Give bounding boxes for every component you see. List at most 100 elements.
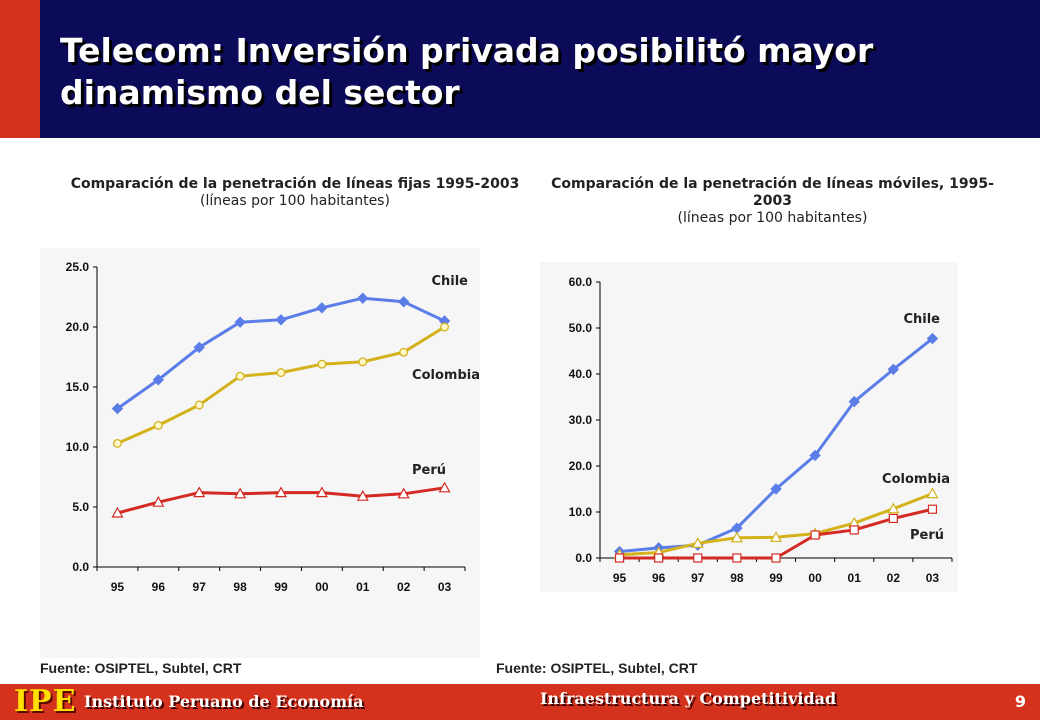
chart-fijas-series-peru-point (438, 481, 451, 493)
chart-moviles-series-chile-label: Chile (903, 312, 940, 327)
chart-moviles-series-peru-point (888, 513, 898, 524)
chart-fijas-series-peru-point (193, 486, 206, 498)
chart-moviles-x-tick-label: 99 (769, 571, 783, 585)
chart-moviles-x-tick-label: 96 (652, 571, 666, 585)
chart-fijas-heading: Comparación de la penetración de líneas … (70, 176, 520, 210)
footer-section: Infraestructura y Competitividad (540, 689, 837, 708)
chart-moviles-background (540, 262, 958, 592)
chart-moviles-series-chile-point (887, 363, 900, 376)
slide-title: Telecom: Inversión privada posibilitó ma… (60, 31, 874, 112)
chart-moviles-x-tick-label: 95 (613, 571, 627, 585)
chart-moviles-y-tick-label: 10.0 (569, 505, 593, 519)
chart-fijas-series-colombia-point (317, 359, 327, 369)
chart-moviles-x-tick-label: 98 (730, 571, 744, 585)
chart-fijas-series-colombia-point (194, 400, 204, 410)
chart-moviles-series-chile-point (770, 483, 782, 495)
chart-fijas-series-peru-point (274, 486, 288, 498)
chart-fijas-x-tick-label: 97 (193, 580, 207, 594)
chart-moviles-series-peru-point (927, 504, 938, 514)
chart-fijas-series-chile-point (357, 292, 369, 304)
chart-fijas-x-tick-label: 99 (274, 580, 288, 594)
chart-moviles-series-colombia-point (887, 502, 900, 514)
chart-fijas-x-tick-label: 02 (397, 580, 411, 594)
chart-moviles-y-tick-label: 50.0 (569, 321, 593, 335)
chart-moviles-x-tick-label: 01 (848, 571, 862, 585)
chart-moviles-y-tick-label: 30.0 (569, 413, 593, 427)
header-accent-bar (0, 0, 40, 138)
chart-moviles-x-tick-label: 03 (926, 571, 940, 585)
footer-organization: Instituto Peruano de Economía (84, 692, 364, 711)
chart-fijas-source: Fuente: OSIPTEL, Subtel, CRT (40, 660, 242, 676)
chart-fijas-series-colombia-point (440, 322, 450, 332)
chart-moviles-series-peru-point (771, 553, 781, 563)
chart-fijas-x-tick-label: 01 (356, 580, 370, 594)
chart-fijas-series-chile-label: Chile (431, 274, 468, 289)
chart-moviles-source: Fuente: OSIPTEL, Subtel, CRT (496, 660, 698, 676)
chart-fijas-series-colombia-point (276, 368, 286, 378)
chart-moviles-x-tick-label: 97 (691, 571, 705, 585)
chart-moviles-series-colombia-point (691, 537, 704, 548)
chart-fijas-series-chile-point (275, 314, 287, 326)
chart-moviles-series-chile-point (926, 332, 939, 345)
chart-moviles-series-chile-point (809, 449, 821, 462)
ipe-logo: IPE (14, 684, 77, 719)
chart-moviles-series-peru-point (693, 553, 703, 563)
chart-fijas-x-tick-label: 95 (111, 580, 125, 594)
chart-fijas-background (40, 248, 480, 658)
chart-fijas-series-colombia-label: Colombia (412, 368, 480, 383)
chart-fijas-series-colombia-point (235, 371, 245, 381)
chart-moviles-y-tick-label: 0.0 (575, 551, 592, 565)
chart-fijas-y-tick-label: 0.0 (72, 560, 89, 574)
chart-fijas-y-tick-label: 10.0 (66, 440, 90, 454)
chart-fijas-x-tick-label: 03 (438, 580, 452, 594)
chart-fijas-series-colombia-point (358, 357, 368, 367)
chart-fijas-x-tick-label: 00 (315, 580, 329, 594)
chart-moviles-series-peru-point (810, 530, 820, 540)
chart-fijas-series-chile-point (111, 402, 124, 415)
chart-fijas-title: Comparación de la penetración de líneas … (70, 176, 520, 192)
chart-fijas-y-tick-label: 20.0 (66, 320, 90, 334)
slide-header (0, 0, 1040, 138)
chart-fijas-series-colombia-point (399, 347, 409, 357)
chart-fijas-series-peru-point (397, 487, 410, 499)
chart-moviles-series-colombia-point (730, 531, 743, 543)
chart-moviles-subtitle: (líneas por 100 habitantes) (677, 210, 868, 226)
chart-moviles-series-peru-point (732, 553, 742, 563)
chart-fijas-series-chile-point (152, 374, 165, 386)
chart-fijas-series-chile-point (397, 296, 410, 308)
chart-fijas-series-peru-label: Perú (412, 463, 446, 478)
chart-fijas-series-chile-point (234, 316, 246, 328)
chart-fijas-series-peru-point (111, 506, 124, 518)
chart-fijas-series-chile-point (316, 302, 328, 314)
chart-moviles-series-peru-point (614, 553, 625, 563)
slide-footer: IPE Instituto Peruano de Economía Infrae… (0, 684, 1040, 720)
chart-fijas-series-peru-point (234, 487, 247, 499)
chart-moviles-y-tick-label: 40.0 (569, 367, 593, 381)
chart-moviles-series-peru-point (654, 553, 664, 563)
page-number: 9 (1014, 692, 1026, 711)
chart-fijas-series-chile-point (193, 341, 205, 354)
chart-moviles-series-colombia-point (769, 531, 783, 542)
chart-fijas-series-colombia-point (112, 438, 122, 448)
chart-fijas-series-peru-point (152, 495, 165, 507)
chart-moviles-y-tick-label: 20.0 (569, 459, 593, 473)
chart-moviles-series-peru-label: Perú (910, 528, 944, 543)
chart-moviles-heading: Comparación de la penetración de líneas … (545, 176, 1000, 227)
chart-moviles-x-tick-label: 02 (887, 571, 901, 585)
chart-fijas-x-tick-label: 96 (152, 580, 166, 594)
chart-fijas-series-peru-point (356, 489, 369, 501)
chart-fijas-y-tick-label: 25.0 (66, 260, 90, 274)
chart-moviles-y-tick-label: 60.0 (569, 275, 593, 289)
chart-moviles-series-colombia-label: Colombia (882, 472, 950, 487)
chart-fijas-x-tick-label: 98 (233, 580, 247, 594)
chart-fijas-series-colombia-point (153, 420, 163, 430)
chart-fijas-subtitle: (líneas por 100 habitantes) (200, 193, 390, 209)
chart-moviles-series-chile-point (848, 395, 860, 408)
chart-fijas-y-tick-label: 5.0 (72, 500, 89, 514)
chart-fijas-y-tick-label: 15.0 (66, 380, 90, 394)
chart-moviles-series-colombia-point (926, 487, 939, 499)
chart-moviles-x-tick-label: 00 (808, 571, 822, 585)
chart-moviles-series-peru-point (849, 525, 859, 535)
chart-moviles-title: Comparación de la penetración de líneas … (551, 176, 994, 209)
